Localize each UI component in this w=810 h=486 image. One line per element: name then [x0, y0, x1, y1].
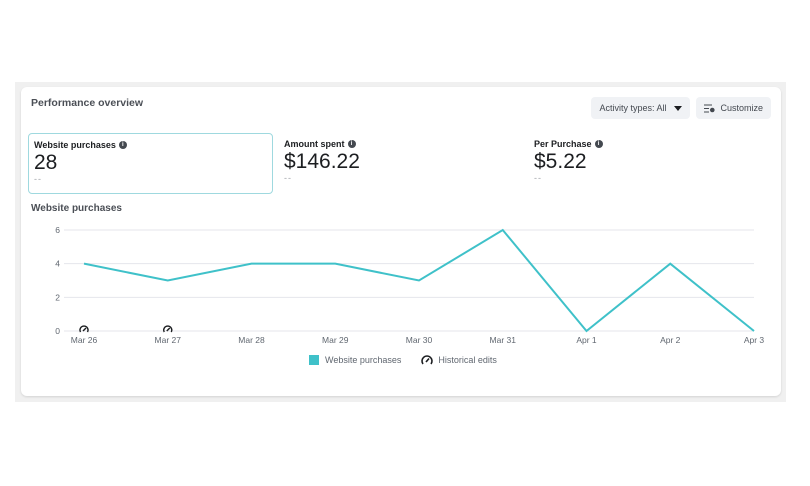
x-tick-label: Mar 30: [406, 335, 433, 345]
metric-label: Amount spent: [284, 139, 345, 149]
metric-card-per-purchase[interactable]: Per Purchase i $5.22 --: [529, 133, 774, 194]
metric-card-amount-spent[interactable]: Amount spent i $146.22 --: [279, 133, 524, 194]
chart-title: Website purchases: [31, 203, 122, 214]
info-icon[interactable]: i: [118, 141, 127, 149]
y-tick-label: 0: [55, 326, 60, 336]
activity-types-dropdown[interactable]: Activity types: All: [591, 97, 691, 119]
series-line[interactable]: [83, 228, 755, 333]
customize-button[interactable]: Customize: [696, 97, 771, 119]
historical-edit-gauge-icon[interactable]: [79, 325, 89, 333]
chart-legend: Website purchases Historical edits: [309, 355, 497, 365]
legend-label: Website purchases: [325, 355, 402, 365]
metric-card-website-purchases[interactable]: Website purchases i 28 --: [28, 133, 273, 194]
x-tick-label: Apr 2: [660, 335, 681, 345]
legend-item-website-purchases[interactable]: Website purchases: [309, 355, 401, 365]
x-tick-label: Mar 31: [490, 335, 517, 345]
metric-value: 28: [34, 151, 58, 174]
activity-types-label: Activity types: All: [599, 103, 667, 113]
legend-item-historical-edits: Historical edits: [421, 355, 497, 365]
legend-swatch: [309, 355, 319, 365]
y-tick-label: 4: [55, 259, 60, 269]
toolbar: Activity types: All Customize: [591, 97, 771, 119]
historical-edit-gauge-icon: [421, 355, 434, 365]
performance-overview-card: Performance overview Activity types: All…: [21, 87, 781, 396]
y-tick-label: 6: [55, 225, 60, 235]
metric-value: $146.22: [284, 150, 360, 173]
info-icon[interactable]: i: [347, 140, 356, 148]
x-tick-label: Mar 26: [71, 335, 98, 345]
metric-label: Per Purchase: [534, 139, 592, 149]
metric-compare: --: [534, 173, 542, 183]
x-tick-label: Apr 1: [576, 335, 597, 345]
x-tick-label: Mar 28: [238, 335, 265, 345]
customize-label: Customize: [720, 103, 763, 113]
legend-label: Historical edits: [438, 355, 497, 365]
customize-sliders-icon: [704, 104, 716, 112]
x-tick-label: Mar 29: [322, 335, 349, 345]
performance-overview-frame: Performance overview Activity types: All…: [15, 82, 786, 402]
caret-down-icon: [674, 105, 683, 111]
line-chart: 0 2 4 6 Mar 26 Mar 27 Mar 28 Mar 29 Mar 30 Mar 31…: [55, 225, 765, 345]
x-tick-label: Mar 27: [155, 335, 182, 345]
panel-title: Performance overview: [31, 97, 144, 109]
metric-compare: --: [284, 173, 292, 183]
metric-value: $5.22: [534, 150, 587, 173]
y-tick-label: 2: [55, 292, 60, 302]
metric-label: Website purchases: [34, 140, 116, 150]
historical-edit-gauge-icon[interactable]: [163, 325, 173, 333]
metric-compare: --: [34, 174, 42, 184]
x-tick-label: Apr 3: [744, 335, 765, 345]
info-icon[interactable]: i: [594, 140, 603, 148]
